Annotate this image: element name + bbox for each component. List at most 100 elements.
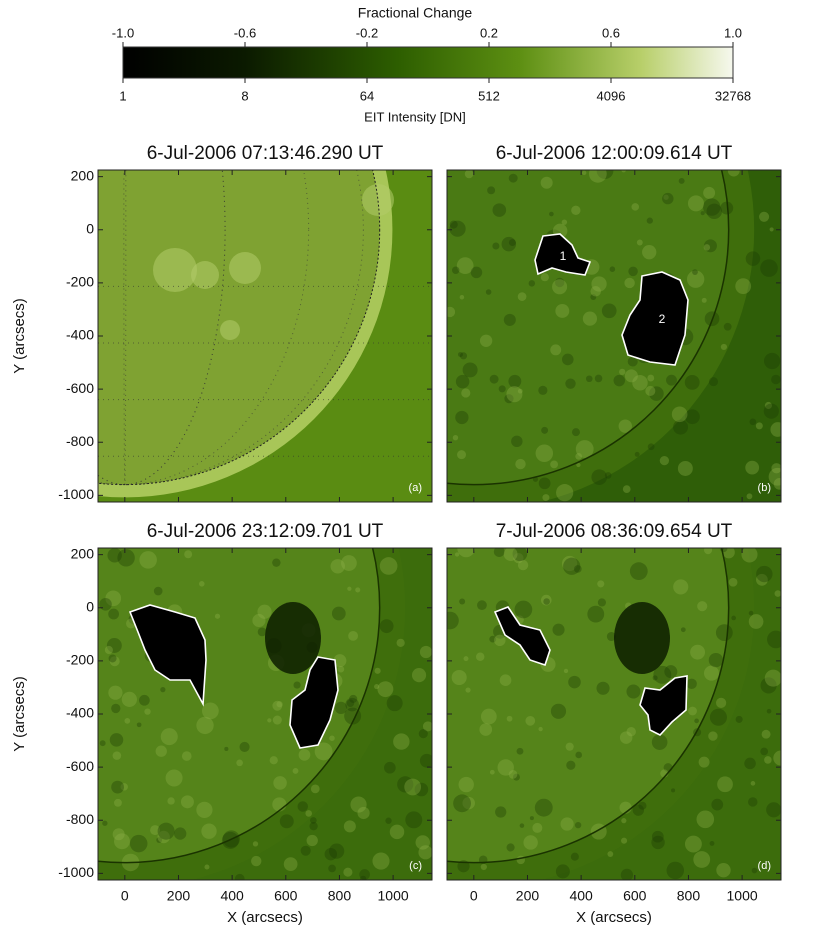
dimming-region (128, 604, 207, 707)
x-tick-label: 400 (569, 888, 593, 904)
texture (573, 565, 582, 573)
texture (538, 477, 551, 490)
texture (717, 776, 733, 793)
texture (575, 751, 582, 759)
y-tick-label: -1000 (58, 486, 94, 502)
texture (389, 824, 405, 840)
texture (570, 852, 579, 861)
colorbar-tick-label: 1 (119, 88, 126, 103)
texture (498, 385, 506, 393)
texture (662, 192, 674, 205)
texture (196, 716, 214, 735)
texture (727, 170, 740, 177)
panels: 6-Jul-2006 07:13:46.290 UT(a)2000-200-40… (11, 143, 782, 926)
texture (601, 303, 617, 319)
y-tick-label: -800 (66, 433, 94, 449)
texture (487, 186, 496, 195)
texture (574, 821, 582, 829)
texture (489, 769, 495, 775)
texture (379, 619, 394, 634)
texture (621, 818, 627, 824)
texture (283, 857, 298, 871)
solar-disk (447, 170, 729, 485)
texture (449, 220, 458, 229)
texture (306, 834, 318, 847)
texture (112, 828, 125, 841)
texture (470, 266, 483, 279)
texture (561, 555, 578, 572)
texture (666, 374, 677, 386)
texture (309, 821, 318, 831)
colorbar-tick-label: -0.6 (234, 25, 256, 40)
texture (108, 654, 117, 663)
texture (404, 778, 422, 796)
texture (646, 217, 653, 224)
y-tick-label: -600 (66, 758, 94, 774)
texture (651, 734, 668, 750)
texture (293, 681, 301, 689)
texture (273, 776, 287, 790)
limb (98, 170, 381, 486)
texture (697, 601, 708, 612)
bright-region (220, 320, 240, 340)
x-tick-label: 0 (470, 888, 478, 904)
texture (571, 205, 581, 216)
texture (452, 435, 459, 441)
texture (585, 375, 593, 383)
texture (239, 741, 250, 752)
texture (698, 756, 710, 768)
texture (455, 374, 470, 389)
texture (506, 843, 515, 852)
texture (106, 638, 122, 653)
texture (703, 186, 716, 199)
texture (465, 687, 471, 693)
texture (499, 674, 512, 687)
texture (745, 460, 760, 475)
texture (459, 294, 465, 300)
colorbar-tick-label: 32768 (715, 88, 751, 103)
texture (686, 678, 697, 690)
texture (703, 244, 711, 251)
texture (774, 590, 781, 597)
texture (422, 721, 432, 732)
texture (715, 697, 727, 708)
texture (552, 279, 568, 295)
texture (760, 677, 777, 694)
texture (619, 368, 626, 376)
texture (204, 864, 210, 870)
texture (155, 745, 167, 757)
texture (591, 276, 607, 292)
texture (750, 781, 756, 786)
texture (700, 211, 705, 216)
texture (540, 273, 549, 282)
texture (708, 652, 724, 668)
texture (632, 804, 645, 816)
texture (297, 801, 308, 812)
texture (684, 835, 702, 853)
texture (419, 645, 432, 659)
colorbar-tick-label: 64 (360, 88, 374, 103)
colorbar-tick-label: 4096 (597, 88, 626, 103)
y-tick-label: -200 (66, 274, 94, 290)
texture (107, 548, 122, 563)
texture (139, 694, 150, 706)
texture (462, 362, 478, 378)
texture (512, 548, 528, 562)
texture (506, 386, 523, 403)
texture (653, 665, 672, 684)
texture (678, 178, 685, 184)
colorbar-tick-label: 0.6 (602, 25, 620, 40)
texture (516, 747, 524, 755)
texture (645, 385, 656, 396)
texture (563, 668, 569, 674)
texture (528, 280, 536, 287)
texture (114, 798, 122, 807)
texture (455, 410, 469, 425)
texture (485, 289, 492, 295)
bright-region (153, 248, 197, 292)
texture (201, 823, 217, 839)
texture (477, 600, 487, 611)
y-tick-label: -400 (66, 327, 94, 343)
texture (542, 494, 550, 502)
texture (696, 810, 715, 829)
